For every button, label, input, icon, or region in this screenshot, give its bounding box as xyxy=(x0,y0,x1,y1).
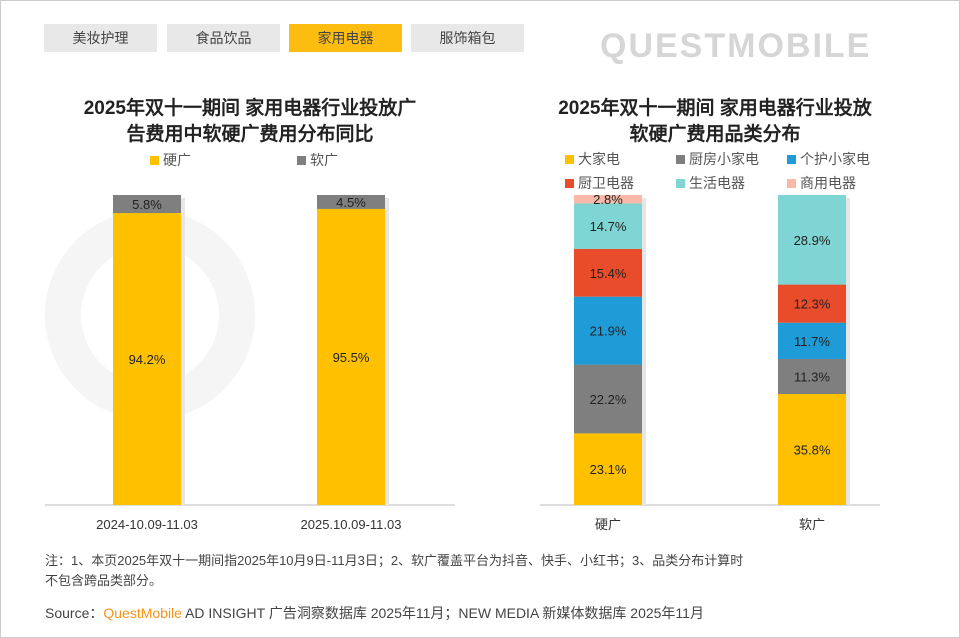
legend-swatch-icon xyxy=(676,154,685,164)
chart1-legend-hard: 硬广 xyxy=(150,152,191,168)
chart2-title-line2: 软硬广费用品类分布 xyxy=(629,124,801,145)
data-label: 28.9% xyxy=(794,233,831,248)
data-label: 95.5% xyxy=(333,350,370,365)
legend-swatch-icon xyxy=(150,155,159,165)
bar-segment xyxy=(574,248,642,297)
source: Source：QuestMobile AD INSIGHT 广告洞察数据库 20… xyxy=(45,603,704,623)
source-brand: QuestMobile xyxy=(103,605,182,621)
x-tick-label: 软广 xyxy=(799,517,825,532)
chart2-legend-item: 大家电 xyxy=(565,151,620,167)
footnote: 注：1、本页2025年双十一期间指2025年10月9日-11月3日；2、软广覆盖… xyxy=(45,551,743,591)
tab-apparel[interactable]: 服饰箱包 xyxy=(411,24,524,52)
chart1-title: 2025年双十一期间 家用电器行业投放广 告费用中软硬广费用分布同比 xyxy=(40,96,460,148)
data-label: 14.7% xyxy=(590,219,627,234)
bar-segment xyxy=(778,195,846,285)
data-label: 23.1% xyxy=(590,462,627,477)
bar-segment xyxy=(574,296,642,365)
legend-label: 厨房小家电 xyxy=(689,151,759,167)
chart1-legend-soft: 软广 xyxy=(297,152,338,168)
legend-swatch-icon xyxy=(676,178,685,188)
legend-swatch-icon xyxy=(787,178,796,188)
chart2-legend-item: 商用电器 xyxy=(787,175,856,191)
legend-swatch-icon xyxy=(565,154,574,164)
x-tick-label: 2024-10.09-11.03 xyxy=(96,517,198,532)
legend-label: 软广 xyxy=(310,152,338,168)
data-label: 21.9% xyxy=(590,324,627,339)
tab-appliances[interactable]: 家用电器 xyxy=(289,24,402,52)
data-label: 94.2% xyxy=(129,352,166,367)
data-label: 11.7% xyxy=(794,334,830,349)
footnote-line1: 注：1、本页2025年双十一期间指2025年10月9日-11月3日；2、软广覆盖… xyxy=(45,553,744,568)
legend-label: 商用电器 xyxy=(800,175,856,191)
legend-label: 硬广 xyxy=(163,152,191,168)
chart2-legend-item: 厨房小家电 xyxy=(676,151,759,167)
chart2-legend-item: 个护小家电 xyxy=(787,151,870,167)
data-label: 12.3% xyxy=(794,297,831,312)
bar-segment xyxy=(317,208,385,505)
bar-segment xyxy=(574,364,642,434)
x-tick-label: 硬广 xyxy=(595,517,621,532)
legend-label: 大家电 xyxy=(578,151,620,167)
data-label: 5.8% xyxy=(132,197,162,212)
bar-segment xyxy=(317,195,385,209)
bar-segment xyxy=(574,203,642,249)
legend-swatch-icon xyxy=(787,154,796,164)
bar-segment xyxy=(778,358,846,395)
data-label: 11.3% xyxy=(794,370,830,385)
data-label: 2.8% xyxy=(593,192,623,207)
legend-swatch-icon xyxy=(297,155,306,165)
tab-food[interactable]: 食品饮品 xyxy=(167,24,280,52)
watermark: QUESTMOBILE xyxy=(600,27,872,65)
legend-label: 个护小家电 xyxy=(800,151,870,167)
data-label: 22.2% xyxy=(590,392,627,407)
source-text: AD INSIGHT 广告洞察数据库 2025年11月；NEW MEDIA 新媒… xyxy=(181,605,704,621)
data-label: 4.5% xyxy=(336,195,366,210)
legend-label: 生活电器 xyxy=(689,175,745,191)
bar-segment xyxy=(574,433,642,505)
source-label: Source： xyxy=(45,605,104,621)
footnote-line2: 不包含跨品类部分。 xyxy=(45,573,163,588)
bar-segment xyxy=(113,212,181,506)
chart1-title-line1: 2025年双十一期间 家用电器行业投放广 xyxy=(83,98,417,119)
chart1-title-line2: 告费用中软硬广费用分布同比 xyxy=(126,124,374,145)
bar-segment xyxy=(778,394,846,505)
bar-segment xyxy=(778,284,846,323)
x-tick-label: 2025.10.09-11.03 xyxy=(301,517,402,532)
bar-segment xyxy=(113,195,181,213)
chart2-legend-item: 生活电器 xyxy=(676,175,745,191)
tab-beauty[interactable]: 美妆护理 xyxy=(44,24,157,52)
legend-swatch-icon xyxy=(565,178,574,188)
data-label: 15.4% xyxy=(590,266,627,281)
bar-segment xyxy=(574,195,642,204)
chart2-title-line1: 2025年双十一期间 家用电器行业投放 xyxy=(558,98,872,119)
chart2-legend-item: 厨卫电器 xyxy=(565,175,634,191)
data-label: 35.8% xyxy=(794,443,831,458)
bar-segment xyxy=(778,322,846,359)
legend-label: 厨卫电器 xyxy=(578,175,634,191)
chart2-title: 2025年双十一期间 家用电器行业投放 软硬广费用品类分布 xyxy=(505,96,925,148)
